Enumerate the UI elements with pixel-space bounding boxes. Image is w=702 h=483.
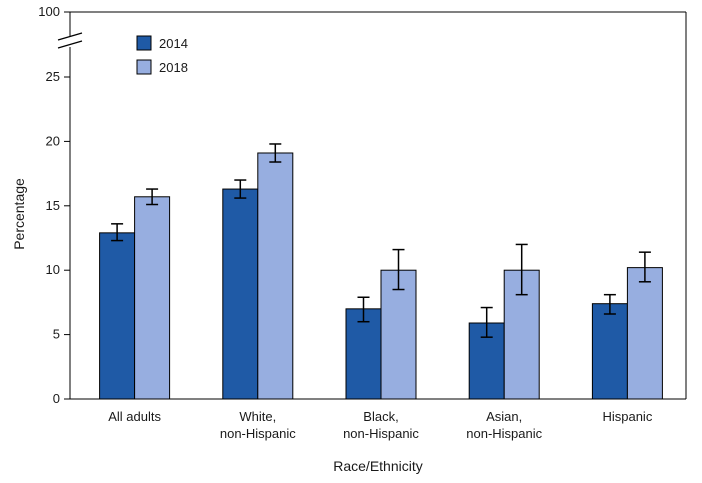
bars xyxy=(99,152,663,400)
y-tick-label: 100 xyxy=(38,4,60,19)
y-tick-label: 0 xyxy=(53,391,60,406)
x-tick-label: Black, non-Hispanic xyxy=(343,409,419,441)
bar-2018-1 xyxy=(257,152,294,400)
error-bar-2014-4 xyxy=(603,293,616,315)
legend-label-2014: 2014 xyxy=(159,36,188,51)
y-tick-label: 5 xyxy=(53,327,60,342)
error-bar-2014-2 xyxy=(357,296,370,323)
error-bar-2018-1 xyxy=(269,143,282,163)
bar-2018-4 xyxy=(626,267,663,400)
x-tick-label: All adults xyxy=(108,409,161,424)
bar-2014-1 xyxy=(222,188,259,400)
bar-2018-0 xyxy=(134,196,171,400)
legend: 2014 2018 xyxy=(136,35,188,75)
y-axis-title: Percentage xyxy=(11,178,27,250)
error-bar-2014-0 xyxy=(111,223,124,242)
legend-swatch-2014 xyxy=(136,35,152,51)
error-bar-2014-1 xyxy=(234,179,247,199)
error-bar-2018-3 xyxy=(515,243,528,296)
bar-2014-2 xyxy=(345,308,382,400)
x-axis: All adults White, non-Hispanic Black, non-Hi… xyxy=(108,409,653,441)
error-bar-2018-0 xyxy=(146,188,159,206)
legend-label-2018: 2018 xyxy=(159,60,188,75)
x-axis-title: Race/Ethnicity xyxy=(333,458,422,474)
error-bar-2014-3 xyxy=(480,306,493,338)
y-tick-label: 20 xyxy=(46,133,60,148)
x-tick-label: Asian, non-Hispanic xyxy=(466,409,542,441)
error-bar-2018-2 xyxy=(392,248,405,291)
x-tick-label: Hispanic xyxy=(602,409,652,424)
error-bar-2018-4 xyxy=(638,251,651,283)
axis-break-mark xyxy=(57,32,83,49)
y-tick-label: 25 xyxy=(46,69,60,84)
error-bars xyxy=(111,143,651,338)
y-tick-label: 10 xyxy=(46,262,60,277)
bar-2014-0 xyxy=(99,232,136,400)
bar-2014-4 xyxy=(591,303,628,400)
bar-2018-2 xyxy=(380,269,417,400)
y-axis: 0 5 10 15 20 25 100 xyxy=(38,4,70,406)
y-tick-label: 15 xyxy=(46,198,60,213)
x-tick-label: White, non-Hispanic xyxy=(220,409,296,441)
legend-swatch-2018 xyxy=(136,59,152,75)
